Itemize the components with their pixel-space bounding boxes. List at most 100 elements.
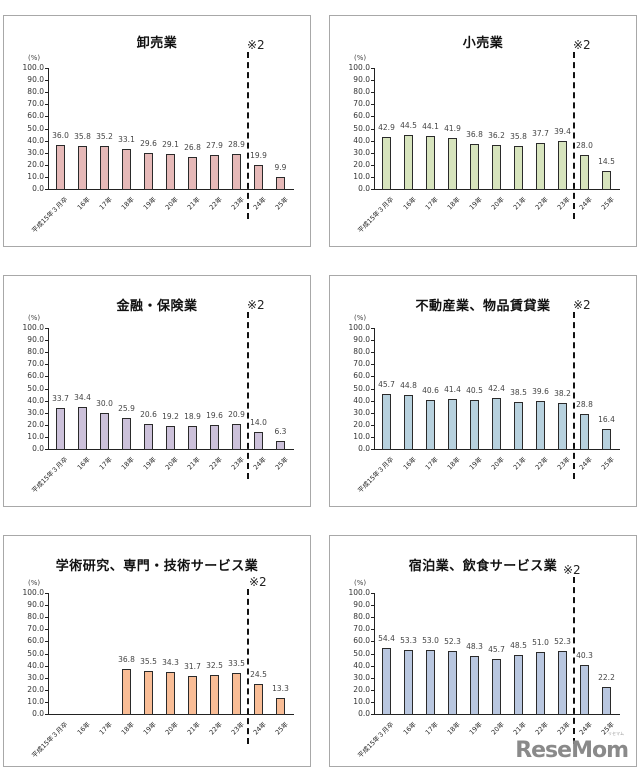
- y-tick-mark: [45, 328, 48, 329]
- bar-value-label: 19.9: [250, 150, 267, 160]
- y-tick-mark: [371, 593, 374, 594]
- bar: [122, 148, 131, 190]
- y-tick-mark: [371, 605, 374, 607]
- y-tick-mark: [371, 364, 374, 366]
- y-tick-mark: [371, 68, 374, 69]
- x-tick-label: 22年: [533, 195, 550, 212]
- x-tick-label: 21年: [185, 195, 202, 212]
- bar-value-label: 44.8: [400, 380, 417, 390]
- bar: [100, 146, 109, 190]
- y-tick-label: 10.0: [353, 171, 370, 181]
- y-tick-label: 80.0: [27, 87, 44, 97]
- y-tick-label: 30.0: [353, 672, 370, 682]
- bar: [78, 407, 87, 450]
- bar-value-label: 37.7: [532, 129, 549, 139]
- bar-value-label: 35.8: [74, 131, 91, 141]
- bar-value-label: 19.6: [206, 411, 223, 421]
- y-tick-mark: [45, 436, 48, 438]
- y-tick-label: 40.0: [353, 395, 370, 405]
- bar: [580, 155, 589, 190]
- bar: [426, 649, 435, 715]
- y-tick-mark: [45, 152, 48, 154]
- bar: [232, 423, 241, 450]
- y-tick-label: 50.0: [353, 123, 370, 133]
- bar: [514, 655, 523, 715]
- y-tick-label: 40.0: [27, 660, 44, 670]
- y-axis-unit: (%): [354, 54, 367, 62]
- bar-value-label: 34.4: [74, 393, 91, 403]
- y-tick-label: 90.0: [353, 75, 370, 85]
- bar-value-label: 44.5: [400, 121, 417, 131]
- x-tick-label: 21年: [511, 720, 528, 737]
- y-tick-label: 100.0: [22, 588, 44, 597]
- x-tick-label: 21年: [511, 195, 528, 212]
- bar: [404, 649, 413, 715]
- bar: [448, 398, 457, 450]
- x-tick-label: 24年: [577, 455, 594, 472]
- x-tick-label: 17年: [97, 195, 114, 212]
- bar: [276, 697, 285, 715]
- y-tick-mark: [371, 104, 374, 106]
- y-tick-mark: [45, 352, 48, 354]
- bar-value-label: 28.9: [228, 140, 245, 150]
- y-tick-mark: [371, 629, 374, 631]
- chart-panel: 金融・保険業 (%) 100.0 90.0 80.0 70.0 60.0 50.0 40.0 30…: [3, 275, 311, 507]
- chart-panel: 不動産業、物品賃貸業 (%) 100.0 90.0 80.0 70.0 60.0 50.0 40…: [329, 275, 637, 507]
- footnote-marker: ※2: [573, 298, 591, 312]
- x-tick-label: 21年: [185, 455, 202, 472]
- y-tick-label: 30.0: [27, 672, 44, 682]
- y-tick-mark: [371, 128, 374, 130]
- x-tick-label: 24年: [577, 195, 594, 212]
- bar-value-label: 36.0: [52, 131, 69, 141]
- bar-value-label: 48.5: [510, 641, 527, 651]
- bar-value-label: 14.0: [250, 418, 267, 428]
- y-tick-label: 40.0: [353, 135, 370, 145]
- bar: [122, 417, 131, 450]
- bar-value-label: 30.0: [96, 398, 113, 408]
- footnote-marker: ※2: [247, 38, 265, 52]
- period-divider-line: [247, 589, 249, 744]
- x-tick-label: 18年: [445, 720, 462, 737]
- y-tick-mark: [45, 68, 48, 69]
- y-axis-unit: (%): [28, 54, 41, 62]
- y-tick-mark: [371, 340, 374, 342]
- x-tick-label: 18年: [445, 195, 462, 212]
- y-tick-label: 50.0: [353, 383, 370, 393]
- bar-value-label: 39.6: [532, 387, 549, 397]
- y-tick-mark: [45, 714, 48, 715]
- y-tick-mark: [45, 340, 48, 342]
- x-tick-label: 平成15年３月卒: [30, 720, 70, 760]
- y-axis: [374, 593, 375, 714]
- y-tick-mark: [45, 128, 48, 130]
- y-tick-label: 40.0: [27, 395, 44, 405]
- bar-value-label: 40.5: [466, 385, 483, 395]
- y-tick-label: 0.0: [32, 444, 44, 453]
- x-tick-label: 19年: [141, 720, 158, 737]
- y-tick-mark: [371, 376, 374, 378]
- y-tick-mark: [45, 376, 48, 378]
- y-tick-mark: [371, 617, 374, 619]
- bar: [56, 145, 65, 190]
- bar: [404, 394, 413, 450]
- bar-value-label: 41.9: [444, 124, 461, 134]
- bar: [210, 155, 219, 190]
- bar: [100, 412, 109, 450]
- y-axis: [48, 328, 49, 449]
- bar: [514, 145, 523, 190]
- y-tick-mark: [371, 164, 374, 166]
- y-tick-label: 20.0: [27, 684, 44, 694]
- y-tick-mark: [371, 328, 374, 329]
- x-tick-label: 20年: [489, 455, 506, 472]
- x-tick-label: 19年: [467, 720, 484, 737]
- x-tick-label: 平成15年３月卒: [30, 195, 70, 235]
- y-tick-label: 100.0: [348, 323, 370, 332]
- y-tick-mark: [45, 701, 48, 703]
- y-tick-label: 50.0: [27, 123, 44, 133]
- y-tick-label: 90.0: [27, 75, 44, 85]
- y-tick-mark: [45, 653, 48, 655]
- x-tick-label: 23年: [229, 195, 246, 212]
- y-tick-mark: [45, 140, 48, 142]
- x-tick-label: 21年: [185, 720, 202, 737]
- bar-value-label: 42.9: [378, 123, 395, 133]
- x-tick-label: 17年: [423, 195, 440, 212]
